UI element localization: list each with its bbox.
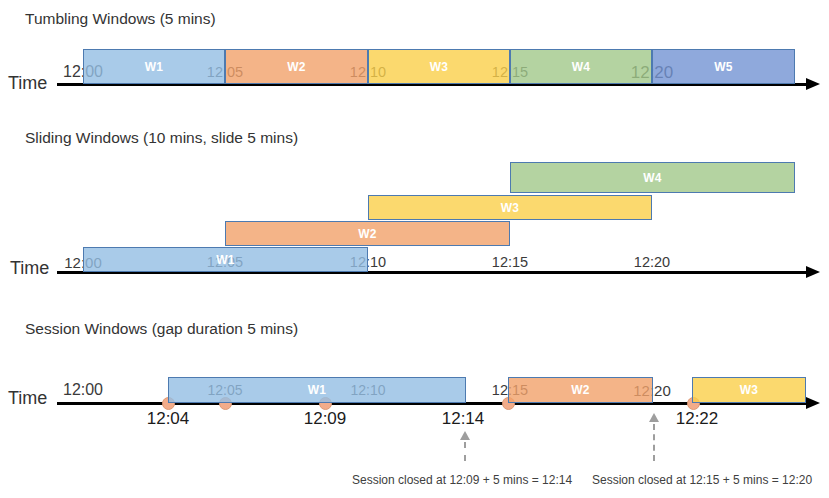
window-sliding-W3: W3 (368, 195, 652, 220)
section-title-sliding: Sliding Windows (10 mins, slide 5 mins) (25, 129, 298, 147)
window-label: W4 (643, 171, 662, 185)
window-sliding-W4: W4 (510, 162, 795, 193)
session-close-arrowhead (460, 431, 470, 440)
time-axis-label-sliding: Time (10, 258, 49, 279)
window-label: W2 (358, 227, 377, 241)
session-close-note: Session closed at 12:15 + 5 mins = 12:20 (592, 473, 812, 487)
window-sliding-W2: W2 (225, 221, 510, 246)
window-session-W2: W2 (508, 377, 653, 403)
event-time-label-12:09: 12:09 (304, 409, 347, 429)
time-axis-arrowhead-session (806, 397, 820, 409)
window-label: W1 (308, 383, 327, 397)
section-title-tumbling: Tumbling Windows (5 mins) (25, 10, 216, 28)
time-axis-label-session: Time (8, 388, 47, 409)
session-close-arrow-line (464, 442, 466, 461)
time-axis-arrowhead-sliding (806, 266, 820, 278)
window-tumbling-W2: W2 (225, 49, 368, 84)
tick-session-12:00: 12:00 (63, 381, 103, 399)
event-time-label-12:04: 12:04 (147, 409, 190, 429)
session-close-note: Session closed at 12:09 + 5 mins = 12:14 (352, 473, 572, 487)
window-tumbling-W5: W5 (652, 49, 795, 84)
window-label: W2 (571, 383, 590, 397)
window-label: W1 (145, 60, 164, 74)
window-session-W3: W3 (692, 377, 806, 403)
event-time-label-12:22: 12:22 (676, 409, 719, 429)
window-tumbling-W3: W3 (368, 49, 510, 84)
section-title-session: Session Windows (gap duration 5 mins) (25, 320, 298, 338)
tick-sliding-12:20: 12:20 (634, 254, 670, 270)
window-label: W4 (572, 60, 591, 74)
time-axis-label-tumbling: Time (8, 73, 47, 94)
stream-windowing-diagram: Tumbling Windows (5 mins)Time12:0012:051… (0, 0, 829, 498)
window-label: W3 (740, 383, 759, 397)
window-label: W5 (714, 60, 733, 74)
window-tumbling-W4: W4 (510, 49, 652, 84)
tick-sliding-12:15: 12:15 (492, 254, 528, 270)
window-label: W2 (287, 60, 306, 74)
event-time-label-12:14: 12:14 (442, 409, 485, 429)
window-label: W3 (501, 201, 520, 215)
time-axis-arrowhead-tumbling (806, 78, 820, 90)
window-sliding-W1: W1 (83, 247, 368, 272)
window-session-W1: W1 (168, 377, 466, 403)
session-close-arrow-line (653, 424, 655, 461)
session-close-arrowhead (649, 413, 659, 422)
window-label: W1 (216, 253, 235, 267)
window-tumbling-W1: W1 (83, 49, 225, 84)
window-label: W3 (430, 60, 449, 74)
